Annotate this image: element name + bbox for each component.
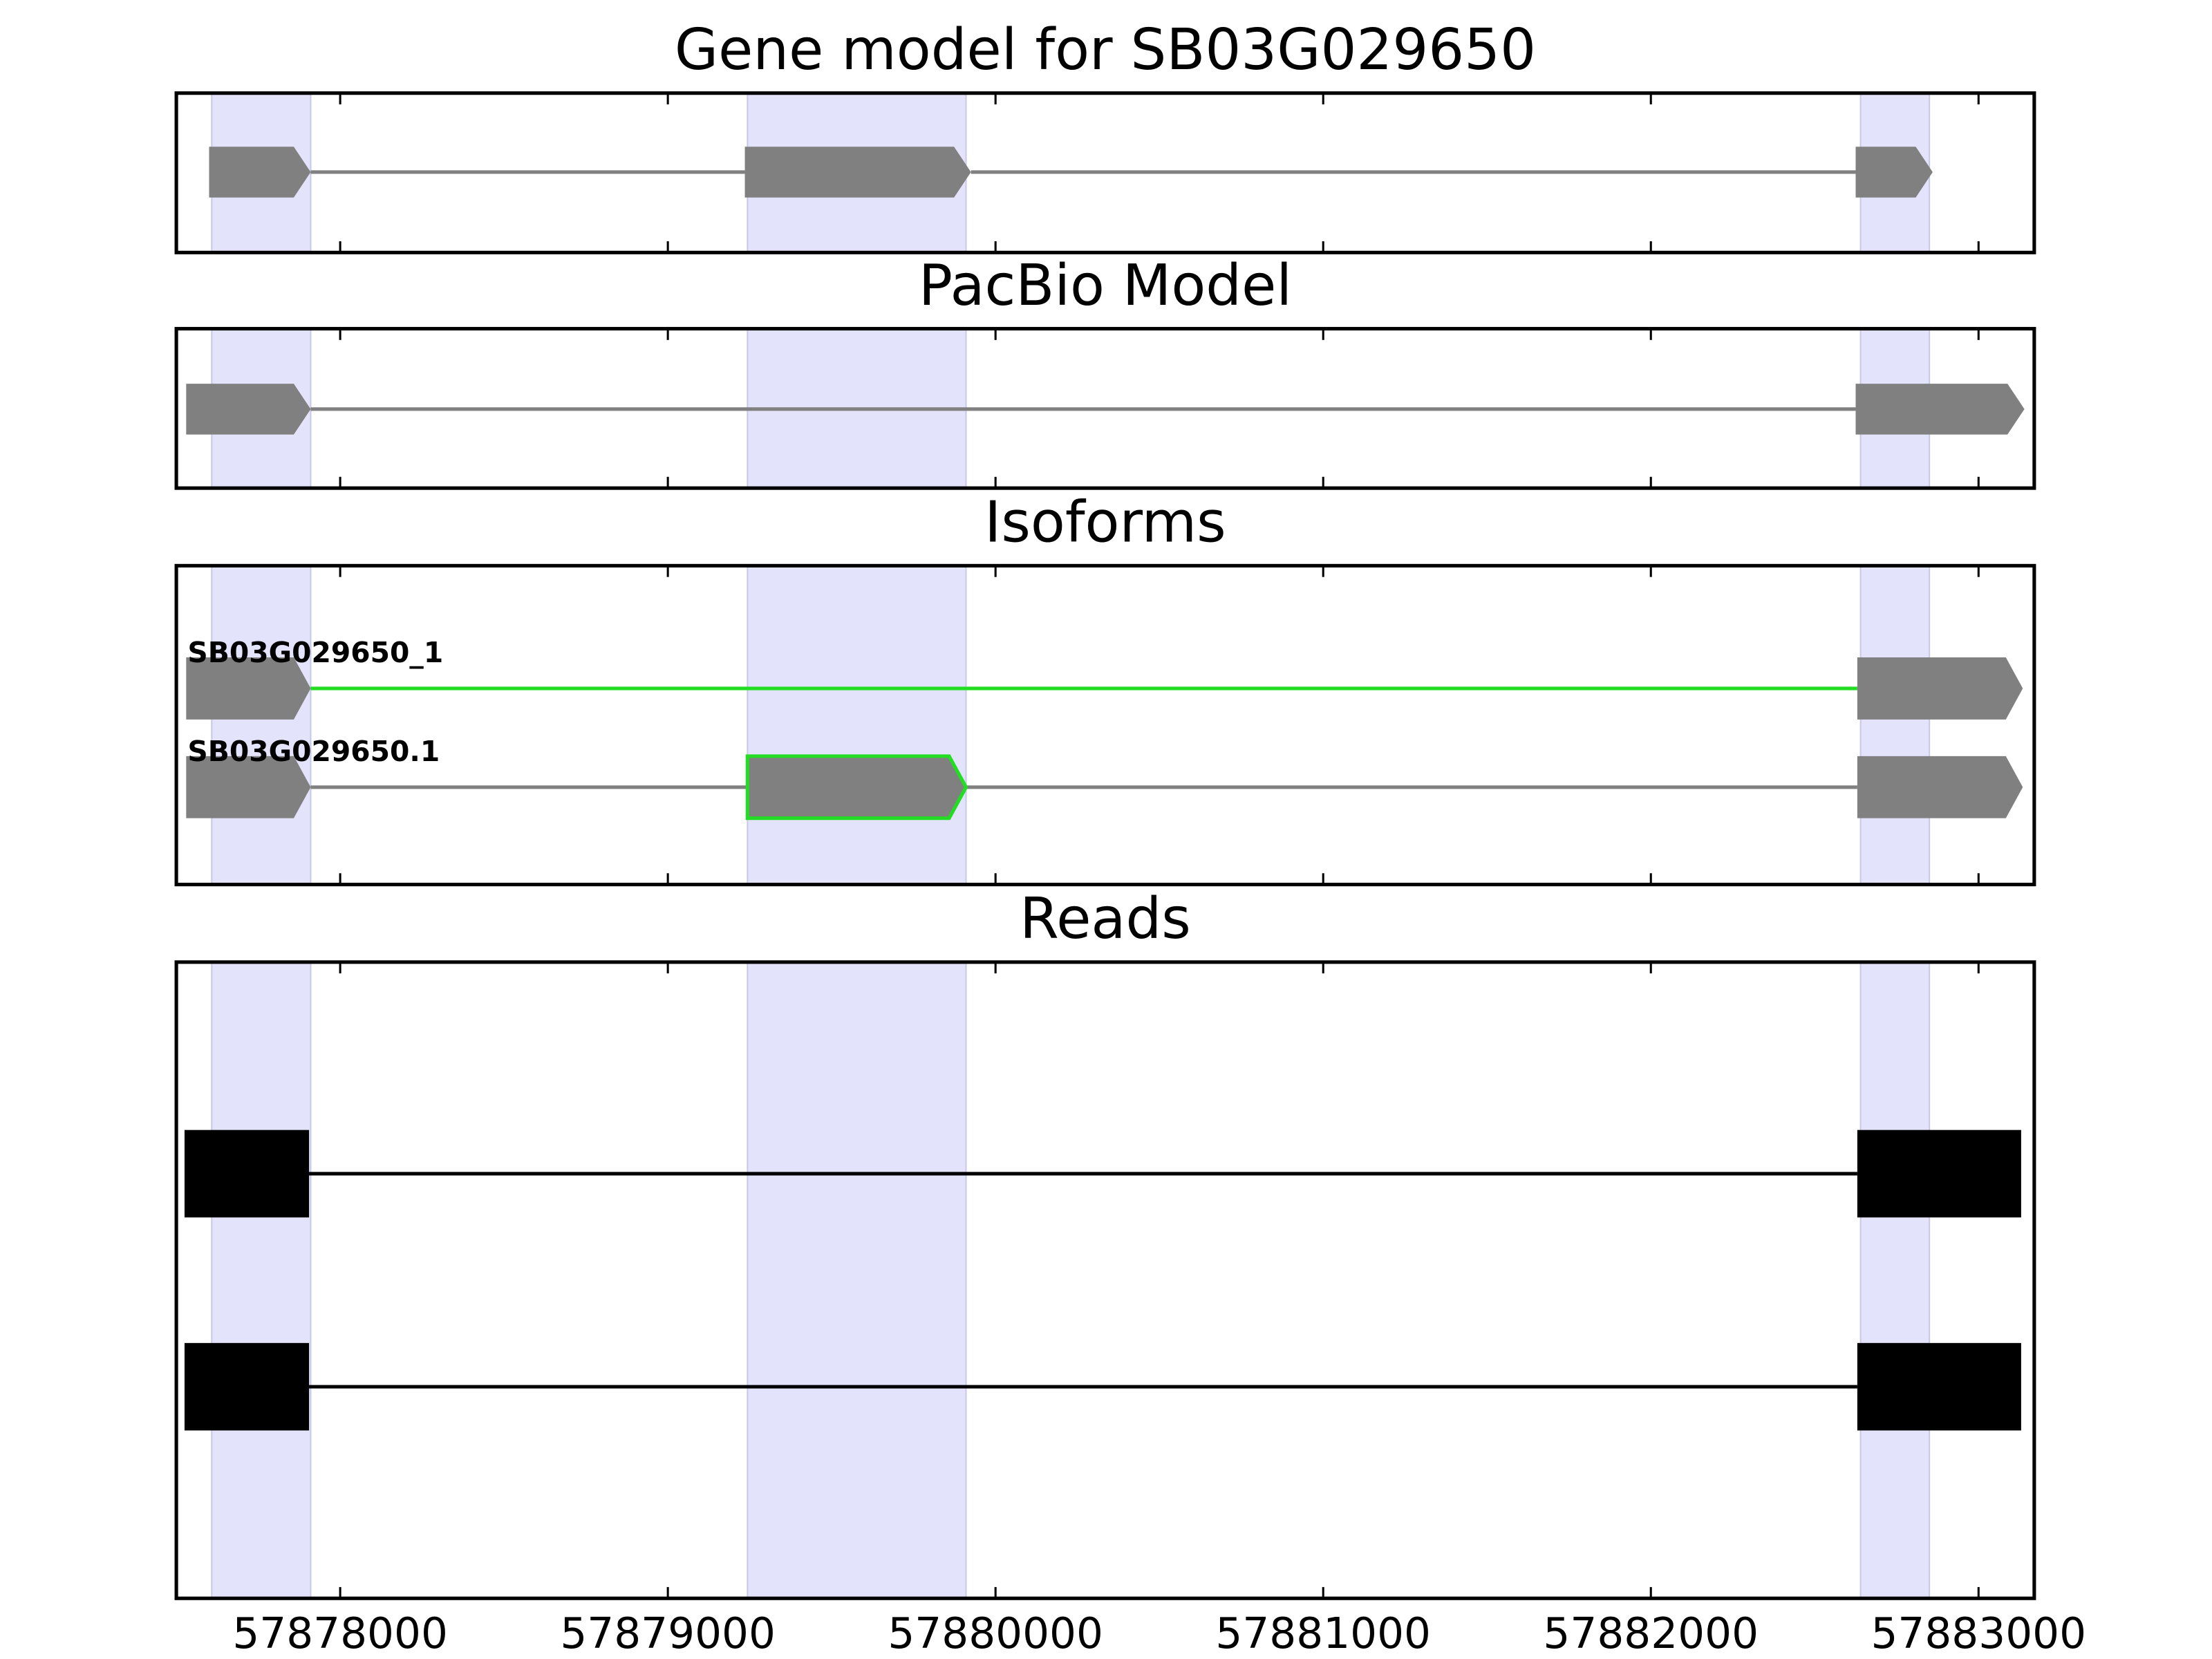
exon [186, 657, 311, 720]
panel-title: PacBio Model [919, 253, 1292, 319]
axes-frame [174, 326, 2036, 490]
axes-frame [174, 91, 2036, 254]
x-tick-label: 57879000 [560, 1609, 776, 1658]
exon [1857, 1342, 2021, 1431]
highlight-region [747, 565, 967, 885]
exon [184, 1342, 310, 1431]
exon [1857, 756, 2023, 818]
exon [744, 147, 971, 198]
exon [1855, 147, 1933, 198]
x-tick-label: 57880000 [888, 1609, 1103, 1658]
axes-frame [174, 960, 2036, 1600]
highlight-region [211, 565, 312, 885]
isoform-label: SB03G029650.1 [187, 735, 440, 768]
highlight-region [747, 961, 967, 1600]
highlight-region [211, 961, 312, 1600]
exon [186, 756, 311, 818]
axes-frame [174, 563, 2036, 887]
exon [745, 754, 968, 821]
panel-title: Gene model for SB03G029650 [675, 17, 1536, 83]
exon [1857, 657, 2023, 720]
panel-title: Isoforms [984, 490, 1226, 556]
exon [186, 384, 311, 435]
exon [1855, 384, 2025, 435]
x-tick-label: 57882000 [1543, 1609, 1759, 1658]
exon [184, 1130, 310, 1218]
x-tick-label: 57878000 [232, 1609, 448, 1658]
x-tick-label: 57883000 [1871, 1609, 2086, 1658]
exon [1857, 1130, 2021, 1218]
isoform-label: SB03G029650_1 [187, 636, 443, 669]
exon [209, 147, 311, 198]
panel-title: Reads [1020, 886, 1191, 952]
x-tick-label: 57881000 [1215, 1609, 1431, 1658]
highlight-region [1859, 565, 1931, 885]
highlight-region [1859, 961, 1931, 1600]
